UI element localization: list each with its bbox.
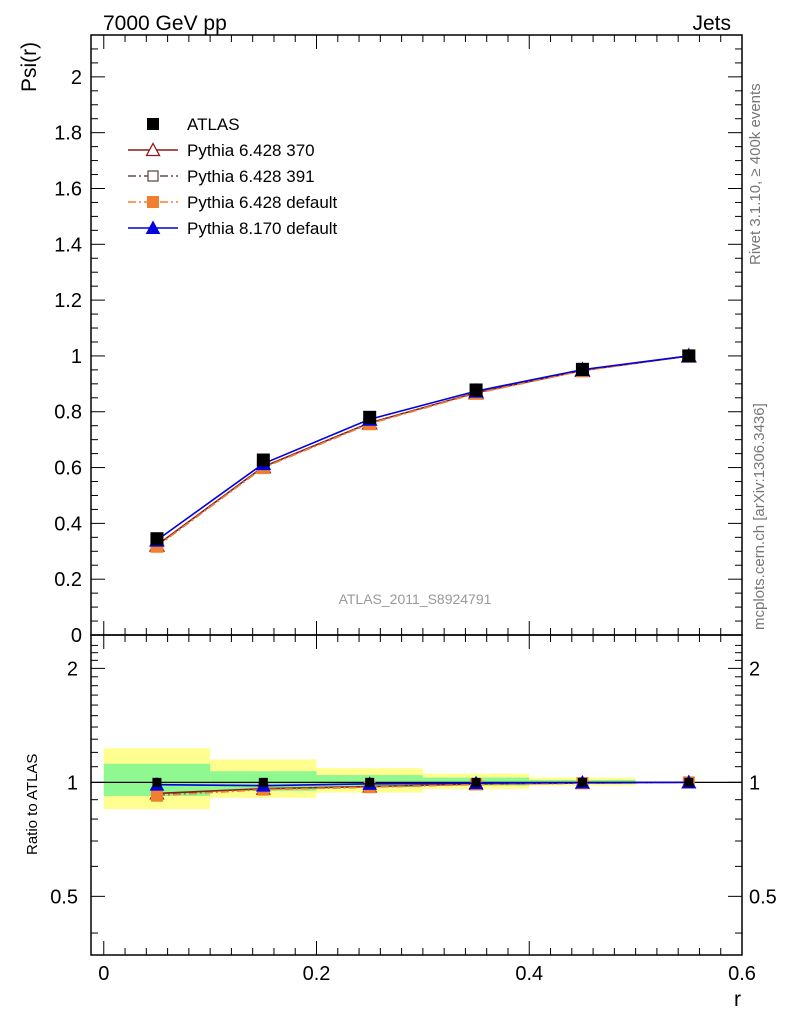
analysis-label: ATLAS_2011_S8924791 [339,591,492,607]
ratio-line-py8_default [156,781,689,787]
header-right: Jets [692,12,731,35]
ratio-axes: 0.5 0.5 1 1 2 2 0 0.2 0.4 0.6 [50,635,777,985]
legend-marker-py8_default [145,220,161,234]
legend: ATLAS Pythia 6.428 370 Pythia 6.428 391 Pyt… [128,115,338,238]
main-ytick-label: 2 [71,67,82,89]
ratio-point-atlas [471,777,481,787]
legend-marker-atlas [147,118,159,130]
ratio-point-atlas [258,777,268,787]
main-axes: 0 0.2 0.4 0.6 0.8 1 1.2 1.4 1.6 1.8 2 [54,35,743,647]
ratio-ytick-label-right: 2 [749,658,760,680]
legend-marker-py6_370 [145,142,161,157]
ratio-point-py6_default [150,789,163,802]
ratio-xtick-label: 0.6 [728,963,756,985]
rivet-label: Rivet 3.1.10, ≥ 400k events [747,83,764,265]
data-point-atlas [256,453,270,467]
main-ytick-label: 1.2 [54,290,82,312]
main-ytick-label: 1.4 [54,234,82,256]
ratio-ytick-label-left: 2 [67,658,78,680]
ratio-panel: 0.5 0.5 1 1 2 2 0 0.2 0.4 0.6 Ratio to ATLAS r [24,634,777,1011]
ratio-xlabel: r [734,988,741,1011]
main-ytick-label: 1.6 [54,178,82,200]
ratio-ytick-label-right: 1 [749,772,760,794]
data-point-atlas [469,383,483,397]
data-point-atlas [575,362,589,376]
series-line-py6_391 [156,355,689,547]
main-ytick-label: 1.8 [54,123,82,145]
main-ytick-label: 0 [71,625,82,647]
legend-label-atlas: ATLAS [187,115,240,134]
legend-label-py8_default: Pythia 8.170 default [187,219,338,238]
series-line-py6_default [156,355,689,547]
ratio-frame [90,634,743,956]
ratio-ylabel: Ratio to ATLAS [24,754,41,855]
data-point-atlas [363,410,377,424]
main-ytick-label: 0.2 [54,569,82,591]
ratio-ytick-label-right: 0.5 [749,886,777,908]
main-ytick-label: 0.8 [54,402,82,424]
main-panel: 0 0.2 0.4 0.6 0.8 1 1.2 1.4 1.6 1.8 2 Psi(r) ATLAS… [18,34,743,647]
ratio-data-layer [91,748,742,810]
ratio-point-atlas [684,777,694,787]
ratio-xtick-label: 0.2 [303,963,331,985]
legend-marker-py6_391 [147,170,159,182]
ratio-ytick-label-left: 0.5 [50,886,78,908]
series-line-py8_default [156,355,689,541]
legend-label-py6_default: Pythia 6.428 default [187,193,338,212]
main-ylabel: Psi(r) [18,42,41,92]
main-ytick-label: 0.4 [54,513,82,535]
main-ytick-label: 1 [71,346,82,368]
ratio-ytick-label-left: 1 [67,772,78,794]
mcplots-label: mcplots.cern.ch [arXiv:1306.3436] [751,403,768,630]
ratio-point-atlas [365,777,375,787]
legend-label-py6_391: Pythia 6.428 391 [187,167,315,186]
ratio-point-atlas [577,777,587,787]
ratio-xtick-label: 0 [98,963,109,985]
main-data-layer [148,347,697,553]
ratio-point-atlas [152,777,162,787]
legend-label-py6_370: Pythia 6.428 370 [187,141,315,160]
series-line-py6_370 [156,355,689,546]
data-point-atlas [150,532,164,546]
legend-marker-py6_default [147,196,159,208]
main-ytick-label: 0.6 [54,458,82,480]
ratio-xtick-label: 0.4 [515,963,543,985]
header-left: 7000 GeV pp [103,12,227,35]
data-point-atlas [682,349,696,363]
